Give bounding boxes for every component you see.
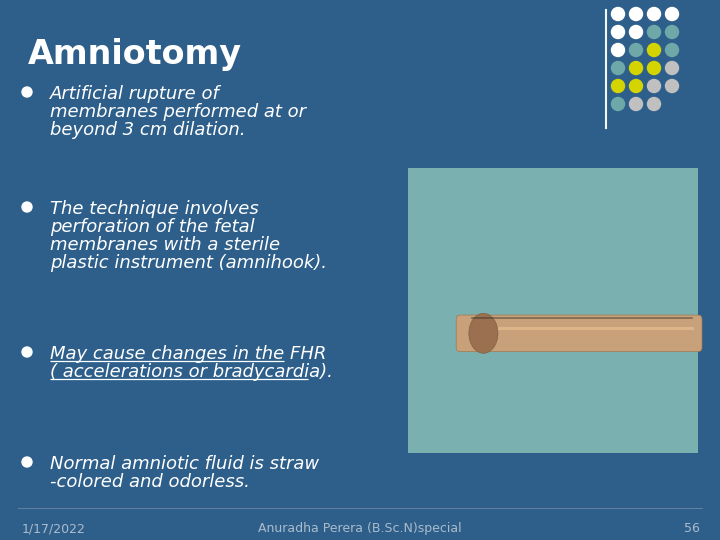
Text: 1/17/2022: 1/17/2022 [22,522,86,535]
Text: Normal amniotic fluid is straw: Normal amniotic fluid is straw [50,455,319,473]
Circle shape [611,44,624,57]
FancyBboxPatch shape [456,315,702,352]
Text: beyond 3 cm dilation.: beyond 3 cm dilation. [50,121,246,139]
Circle shape [611,62,624,75]
Circle shape [647,98,660,111]
Circle shape [647,79,660,92]
Circle shape [647,44,660,57]
Circle shape [629,62,642,75]
Circle shape [647,62,660,75]
Text: Anuradha Perera (B.Sc.N)special: Anuradha Perera (B.Sc.N)special [258,522,462,535]
Text: Amniotomy: Amniotomy [28,38,242,71]
Circle shape [611,8,624,21]
Circle shape [665,44,678,57]
Text: membranes performed at or: membranes performed at or [50,103,306,121]
Circle shape [22,347,32,357]
Circle shape [647,25,660,38]
Text: ( accelerations or bradycardia).: ( accelerations or bradycardia). [50,363,333,381]
Circle shape [629,44,642,57]
Circle shape [665,79,678,92]
Text: perforation of the fetal: perforation of the fetal [50,218,255,236]
Text: membranes with a sterile: membranes with a sterile [50,236,280,254]
Circle shape [647,8,660,21]
Ellipse shape [469,313,498,353]
Text: plastic instrument (amnihook).: plastic instrument (amnihook). [50,254,327,272]
Text: Artificial rupture of: Artificial rupture of [50,85,220,103]
Circle shape [611,98,624,111]
Circle shape [22,87,32,97]
Circle shape [629,98,642,111]
Circle shape [611,79,624,92]
Text: -colored and odorless.: -colored and odorless. [50,473,250,491]
Bar [408,168,698,453]
Circle shape [629,25,642,38]
Circle shape [665,62,678,75]
Circle shape [22,202,32,212]
Circle shape [665,25,678,38]
Circle shape [629,8,642,21]
Circle shape [665,8,678,21]
Circle shape [629,79,642,92]
Text: May cause changes in the FHR: May cause changes in the FHR [50,345,332,363]
Circle shape [611,25,624,38]
Text: The technique involves: The technique involves [50,200,258,218]
Text: 56: 56 [684,522,700,535]
Circle shape [22,457,32,467]
